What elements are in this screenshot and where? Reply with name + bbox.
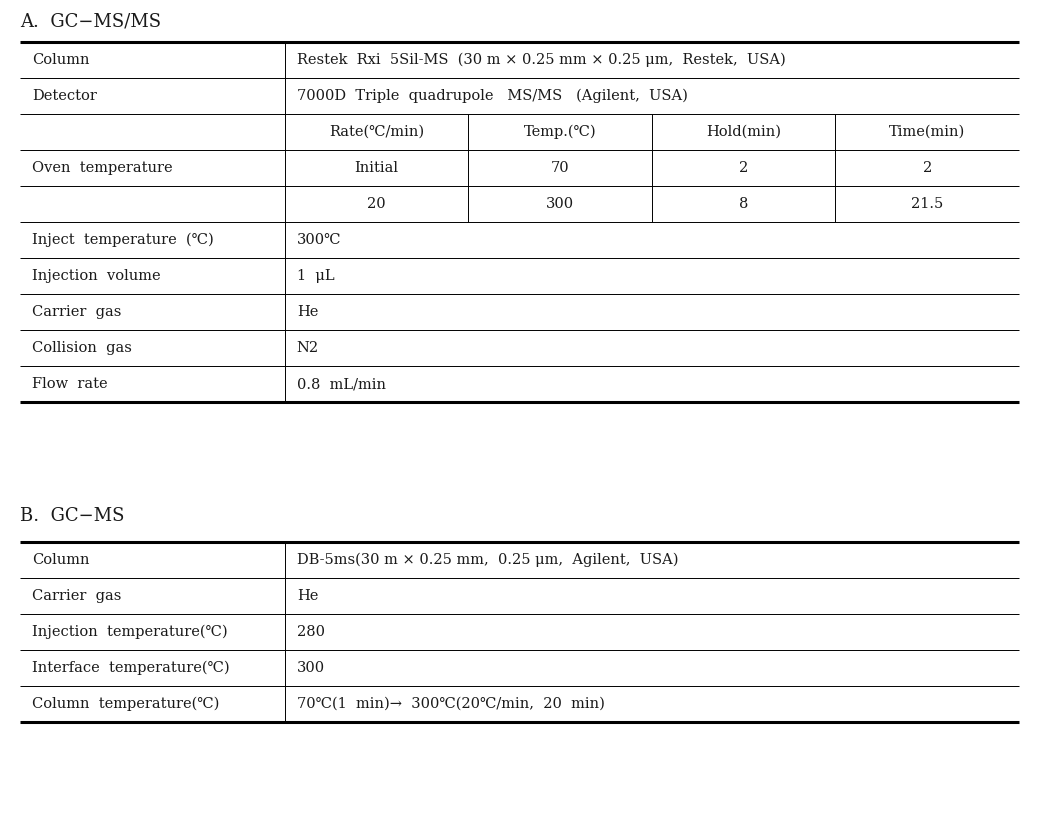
Text: Column: Column: [32, 553, 89, 567]
Text: B.  GC−MS: B. GC−MS: [20, 507, 125, 525]
Text: 21.5: 21.5: [911, 197, 943, 211]
Text: Detector: Detector: [32, 89, 97, 103]
Text: Carrier  gas: Carrier gas: [32, 305, 122, 319]
Text: Column: Column: [32, 53, 89, 67]
Text: Collision  gas: Collision gas: [32, 341, 132, 355]
Text: 70: 70: [551, 161, 569, 175]
Text: 7000D  Triple  quadrupole   MS/MS   (Agilent,  USA): 7000D Triple quadrupole MS/MS (Agilent, …: [297, 89, 688, 103]
Text: He: He: [297, 589, 318, 603]
Text: Initial: Initial: [354, 161, 399, 175]
Text: Carrier  gas: Carrier gas: [32, 589, 122, 603]
Text: 70℃(1  min)→  300℃(20℃/min,  20  min): 70℃(1 min)→ 300℃(20℃/min, 20 min): [297, 697, 605, 711]
Text: N2: N2: [297, 341, 319, 355]
Text: Restek  Rxi  5Sil-MS  (30 m × 0.25 mm × 0.25 μm,  Restek,  USA): Restek Rxi 5Sil-MS (30 m × 0.25 mm × 0.2…: [297, 53, 785, 67]
Text: Flow  rate: Flow rate: [32, 377, 108, 391]
Text: Rate(℃/min): Rate(℃/min): [329, 125, 424, 139]
Text: DB-5ms(30 m × 0.25 mm,  0.25 μm,  Agilent,  USA): DB-5ms(30 m × 0.25 mm, 0.25 μm, Agilent,…: [297, 553, 678, 567]
Text: Inject  temperature  (℃): Inject temperature (℃): [32, 233, 214, 247]
Text: Temp.(℃): Temp.(℃): [524, 125, 596, 139]
Text: Oven  temperature: Oven temperature: [32, 161, 172, 175]
Text: 300: 300: [547, 197, 575, 211]
Text: 20: 20: [367, 197, 385, 211]
Text: 1  μL: 1 μL: [297, 269, 335, 283]
Text: 300℃: 300℃: [297, 233, 341, 247]
Text: Interface  temperature(℃): Interface temperature(℃): [32, 661, 230, 675]
Text: A.  GC−MS/MS: A. GC−MS/MS: [20, 12, 161, 30]
Text: Time(min): Time(min): [889, 125, 965, 139]
Text: Injection  temperature(℃): Injection temperature(℃): [32, 625, 228, 639]
Text: Column  temperature(℃): Column temperature(℃): [32, 697, 219, 711]
Text: He: He: [297, 305, 318, 319]
Text: 8: 8: [739, 197, 748, 211]
Text: 0.8  mL/min: 0.8 mL/min: [297, 377, 385, 391]
Text: 280: 280: [297, 625, 325, 639]
Text: 300: 300: [297, 661, 325, 675]
Text: 2: 2: [739, 161, 748, 175]
Text: 2: 2: [923, 161, 932, 175]
Text: Injection  volume: Injection volume: [32, 269, 161, 283]
Text: Hold(min): Hold(min): [707, 125, 781, 139]
